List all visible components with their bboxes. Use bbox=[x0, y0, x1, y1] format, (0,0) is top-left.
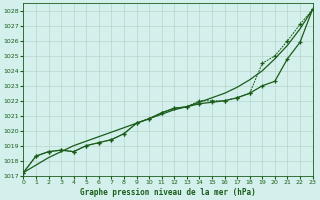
X-axis label: Graphe pression niveau de la mer (hPa): Graphe pression niveau de la mer (hPa) bbox=[80, 188, 256, 197]
